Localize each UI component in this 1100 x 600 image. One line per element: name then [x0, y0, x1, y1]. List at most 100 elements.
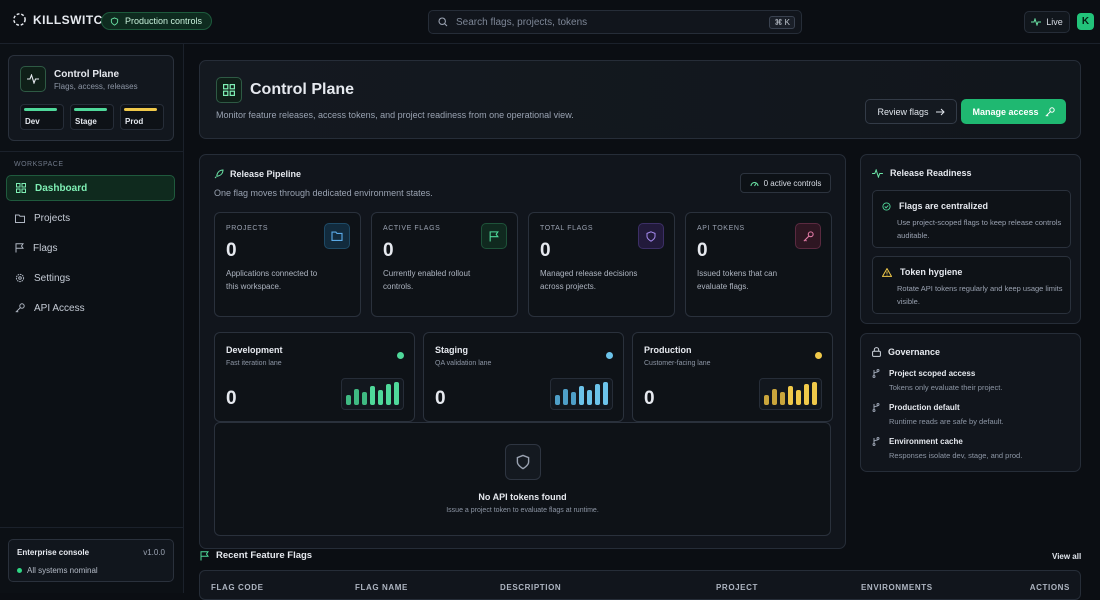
- lane-subtitle: QA validation lane: [435, 360, 492, 367]
- sidebar: Control Plane Flags, access, releases De…: [0, 44, 184, 593]
- control-plane-subtitle: Flags, access, releases: [54, 82, 138, 91]
- sidebar-item-settings[interactable]: Settings: [6, 265, 175, 291]
- stat-description: Issued tokens that can evaluate flags.: [697, 269, 778, 291]
- column-header[interactable]: FLAG CODE: [211, 583, 264, 592]
- live-button[interactable]: Live: [1024, 11, 1070, 33]
- stat-value: 0: [226, 240, 237, 261]
- governance-item-title: Project scoped access: [889, 369, 976, 378]
- env-prod-label: Prod: [125, 117, 144, 126]
- empty-tokens-state: No API tokens found Issue a project toke…: [214, 422, 831, 536]
- release-readiness-header: Release Readiness: [872, 168, 972, 178]
- active-controls-text: 0 active controls: [763, 178, 822, 188]
- lane-status-dot: [815, 352, 822, 359]
- release-readiness-title: Release Readiness: [890, 168, 972, 178]
- governance-item-desc: Tokens only evaluate their project.: [889, 383, 1003, 392]
- key-icon: [1044, 106, 1055, 117]
- readiness-card-desc: Use project-scoped flags to keep release…: [897, 218, 1062, 240]
- release-pipeline-title: Release Pipeline: [230, 169, 302, 179]
- governance-item-title: Environment cache: [889, 437, 963, 446]
- sidebar-footer-divider: [0, 527, 184, 528]
- env-stage: Stage: [70, 104, 114, 130]
- page-title: Control Plane: [250, 81, 355, 98]
- gauge-icon: [750, 182, 759, 187]
- release-pipeline-subtitle: One flag moves through dedicated environ…: [214, 188, 433, 198]
- search-shortcut: ⌘ K: [769, 15, 795, 29]
- lane-sparkline: [550, 378, 613, 410]
- stat-value: 0: [540, 240, 551, 261]
- readiness-card-header: Token hygiene: [882, 267, 962, 277]
- lane-status-dot: [606, 352, 613, 359]
- lane-title: Staging: [435, 345, 468, 355]
- sidebar-item-flags[interactable]: Flags: [6, 235, 175, 261]
- column-header[interactable]: DESCRIPTION: [500, 583, 562, 592]
- lock-icon: [872, 347, 881, 357]
- view-all-link[interactable]: View all: [1052, 552, 1082, 561]
- stat-card-api-tokens[interactable]: API TOKENS 0 Issued tokens that can eval…: [685, 212, 832, 317]
- sidebar-item-label: Projects: [34, 212, 71, 224]
- search-input[interactable]: [456, 16, 770, 28]
- sidebar-item-label: Settings: [34, 272, 71, 284]
- column-header[interactable]: ACTIONS: [1029, 583, 1070, 592]
- lane-staging[interactable]: Staging QA validation lane 0: [423, 332, 624, 422]
- column-header[interactable]: PROJECT: [716, 583, 758, 592]
- governance-item-header: Production default: [872, 403, 1062, 412]
- governance-item-header: Environment cache: [872, 437, 1062, 446]
- env-stage-label: Stage: [75, 117, 97, 126]
- stat-label: ACTIVE FLAGS: [383, 225, 441, 232]
- readiness-card-token-hygiene: Token hygiene Rotate API tokens regularl…: [872, 256, 1071, 314]
- stat-description: Currently enabled rollout controls.: [383, 269, 471, 291]
- enterprise-title: Enterprise console: [17, 548, 90, 557]
- column-header[interactable]: ENVIRONMENTS: [861, 583, 933, 592]
- shield-icon: [638, 223, 664, 249]
- stat-description: Applications connected to this workspace…: [226, 269, 318, 291]
- arrow-right-icon: [935, 108, 945, 115]
- lane-sparkline: [759, 378, 822, 410]
- sidebar-item-api-access[interactable]: API Access: [6, 295, 175, 321]
- shield-check-icon: [110, 16, 119, 26]
- lane-status-dot: [397, 352, 404, 359]
- avatar[interactable]: K: [1077, 13, 1094, 30]
- stat-description: Managed release decisions across project…: [540, 269, 638, 291]
- production-controls-pill[interactable]: Production controls: [101, 12, 213, 30]
- governance-header: Governance: [872, 347, 940, 357]
- env-dev: Dev: [20, 104, 64, 130]
- governance-item-desc: Responses isolate dev, stage, and prod.: [889, 451, 1023, 460]
- brand-logo[interactable]: KILLSWITCH: [12, 12, 112, 27]
- sidebar-divider: [0, 151, 184, 152]
- search-icon: [438, 17, 448, 27]
- sidebar-item-projects[interactable]: Projects: [6, 205, 175, 231]
- key-icon: [795, 223, 821, 249]
- column-header[interactable]: FLAG NAME: [355, 583, 408, 592]
- governance-item-title: Production default: [889, 403, 960, 412]
- recent-flags-title: Recent Feature Flags: [216, 550, 313, 561]
- manage-access-label: Manage access: [972, 106, 1039, 117]
- branch-icon: [872, 403, 880, 412]
- shield-icon: [505, 444, 541, 480]
- manage-access-button[interactable]: Manage access: [961, 99, 1066, 124]
- lane-title: Development: [226, 345, 283, 355]
- activity-icon: [20, 66, 46, 92]
- stat-card-active-flags[interactable]: ACTIVE FLAGS 0 Currently enabled rollout…: [371, 212, 518, 317]
- review-flags-button[interactable]: Review flags: [865, 99, 957, 124]
- branch-icon: [872, 437, 880, 446]
- control-plane-card[interactable]: Control Plane Flags, access, releases De…: [8, 55, 174, 141]
- dashboard-icon: [16, 183, 26, 193]
- top-bar: KILLSWITCH Production controls ⌘ K Live …: [0, 0, 1100, 44]
- stat-card-projects[interactable]: PROJECTS 0 Applications connected to thi…: [214, 212, 361, 317]
- stat-label: API TOKENS: [697, 225, 745, 232]
- sidebar-item-label: API Access: [34, 302, 85, 314]
- flag-icon: [15, 243, 24, 253]
- lane-subtitle: Customer-facing lane: [644, 360, 711, 367]
- live-label: Live: [1046, 17, 1063, 27]
- search-bar[interactable]: ⌘ K: [428, 10, 802, 34]
- lane-production[interactable]: Production Customer-facing lane 0: [632, 332, 833, 422]
- stat-label: TOTAL FLAGS: [540, 225, 594, 232]
- system-status-text: All systems nominal: [27, 566, 98, 575]
- enterprise-console-card: Enterprise console v1.0.0 All systems no…: [8, 539, 174, 582]
- sidebar-item-dashboard[interactable]: Dashboard: [6, 175, 175, 201]
- stat-value: 0: [383, 240, 394, 261]
- governance-item-header: Project scoped access: [872, 369, 1062, 378]
- warning-icon: [882, 267, 892, 277]
- lane-development[interactable]: Development Fast iteration lane 0: [214, 332, 415, 422]
- stat-card-total-flags[interactable]: TOTAL FLAGS 0 Managed release decisions …: [528, 212, 675, 317]
